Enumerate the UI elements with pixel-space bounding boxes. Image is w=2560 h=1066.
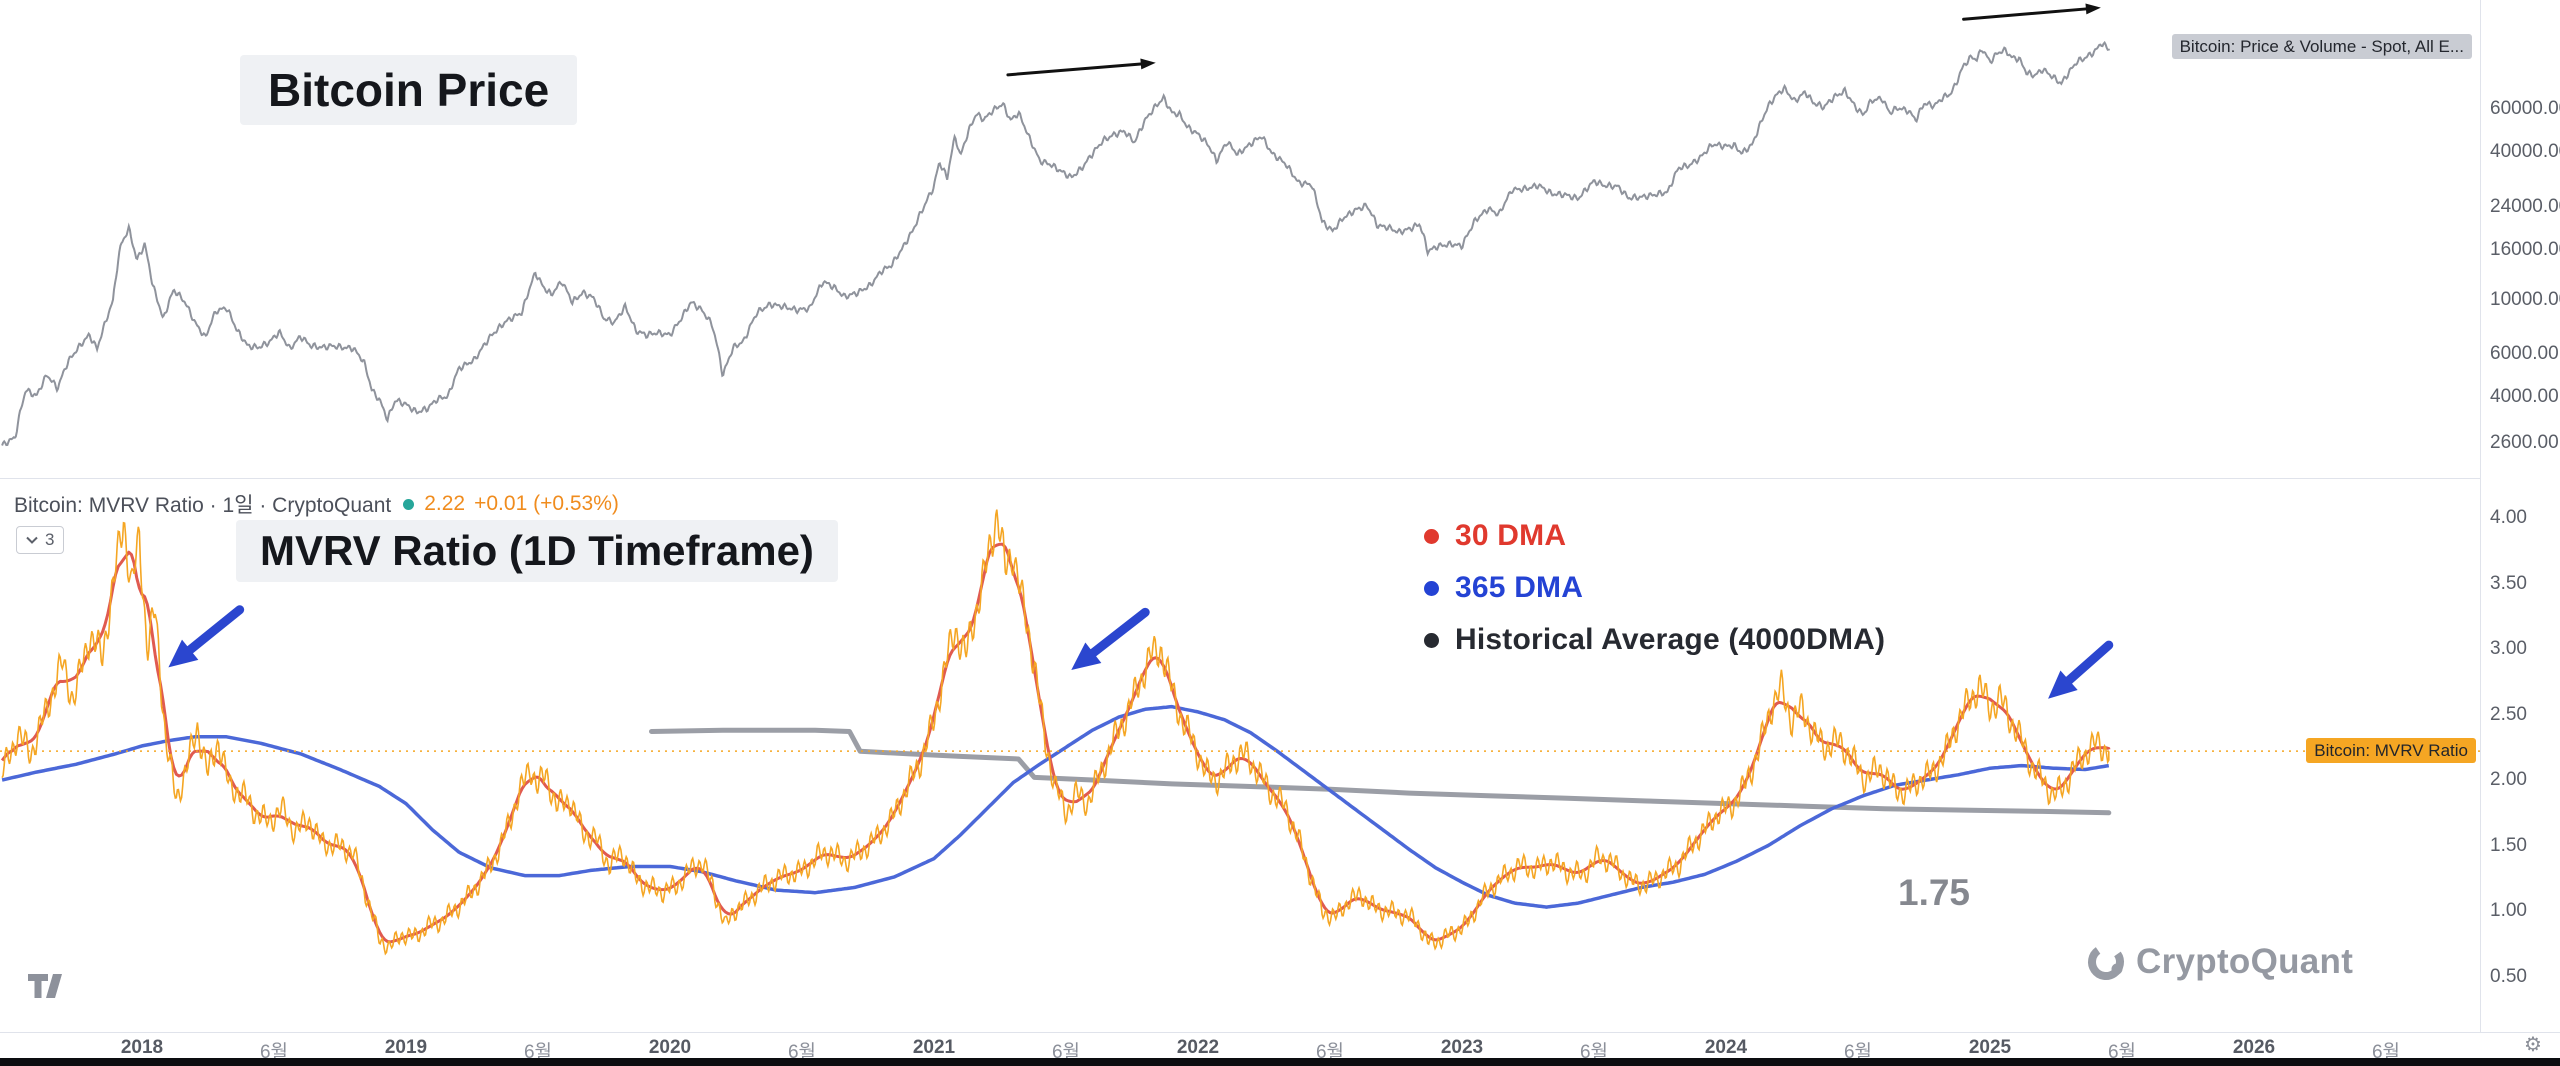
blue-arrow	[2048, 670, 2078, 699]
time-tick-label: 2026	[2232, 1037, 2276, 1058]
legend-dot-icon	[1424, 632, 1439, 648]
price-axis-border	[2480, 0, 2481, 1032]
window-bottom-bar	[0, 1058, 2560, 1066]
time-tick-label: 2019	[384, 1037, 428, 1058]
time-tick-label: 2022	[1176, 1037, 1220, 1058]
blue-arrow	[1088, 607, 1150, 658]
status-dot-icon	[403, 498, 415, 510]
btc-price-line	[1, 40, 2110, 447]
price-tick-label: 4000.00	[2490, 386, 2559, 408]
black-arrow	[2085, 3, 2101, 15]
time-tick-label: 6월	[2371, 1042, 2401, 1063]
blue-arrow	[1071, 642, 1102, 670]
price-tick-label: 10000.00	[2490, 289, 2560, 310]
mvrv-line	[1, 509, 2110, 956]
time-tick-label: 2025	[1968, 1037, 2012, 1058]
mvrv-pane-header[interactable]: Bitcoin: MVRV Ratio · 1일 · CryptoQuant 2…	[14, 489, 628, 519]
time-tick-label: 6월	[523, 1042, 553, 1063]
mvrv-header-change: +0.01 (+0.53%)	[474, 492, 619, 515]
cryptoquant-logo-icon	[2088, 944, 2124, 980]
time-tick-label: 2021	[912, 1037, 956, 1058]
time-tick-label: 2024	[1704, 1037, 1748, 1058]
time-tick-label: 6월	[2107, 1042, 2137, 1063]
indicator-collapse-button[interactable]: 3	[16, 526, 65, 554]
legend-item: 365 DMA	[1424, 562, 1885, 614]
mvrv-tick-label: 2.50	[2490, 703, 2527, 725]
legend-dot-icon	[1424, 580, 1439, 596]
time-tick-label: 2020	[648, 1037, 692, 1058]
pane-divider[interactable]	[0, 478, 2560, 479]
bitcoin-price-title: Bitcoin Price	[240, 55, 578, 125]
legend-item: Historical Average (4000DMA)	[1424, 614, 1885, 666]
black-arrow	[1006, 62, 1143, 77]
legend-label: 30 DMA	[1455, 519, 1567, 552]
time-tick-label: 2023	[1440, 1037, 1484, 1058]
mvrv-tick-label: 1.50	[2490, 834, 2527, 856]
price-tick-label: 2600.00	[2490, 432, 2559, 454]
price-tick-label: 16000.00	[2490, 238, 2560, 260]
cryptoquant-watermark: CryptoQuant	[2086, 942, 2353, 982]
legend-item: 30 DMA	[1424, 510, 1885, 562]
time-tick-label: 6월	[787, 1042, 817, 1063]
blue-arrow	[168, 639, 199, 668]
chart-canvas[interactable]	[0, 0, 2560, 1032]
time-tick-label: 6월	[259, 1042, 289, 1063]
price-tick-label: 40000.00	[2490, 141, 2560, 163]
legend-dot-icon	[1424, 528, 1439, 544]
mvrv-symbol-label: Bitcoin: MVRV Ratio · 1일 · CryptoQuant	[14, 494, 392, 517]
mvrv-title: MVRV Ratio (1D Timeframe)	[236, 520, 838, 582]
mvrv-tick-label: 3.50	[2490, 572, 2527, 594]
legend-label: 365 DMA	[1455, 571, 1584, 604]
mvrv-tick-label: 2.00	[2490, 769, 2527, 790]
black-arrow	[1140, 58, 1156, 70]
mvrv-tick-label: 1.00	[2490, 900, 2527, 921]
blue-arrow	[2064, 640, 2114, 685]
gear-icon[interactable]: ⚙	[2524, 1034, 2542, 1056]
mvrv-tick-label: 4.00	[2490, 507, 2527, 528]
price-tick-label: 60000.00	[2490, 98, 2560, 120]
historical-average-level-label: 1.75	[1898, 872, 1971, 913]
legend-label: Historical Average (4000DMA)	[1455, 623, 1886, 656]
mvrv-tick-label: 3.00	[2490, 638, 2527, 659]
indicator-count: 3	[45, 530, 55, 549]
black-arrow	[1962, 7, 2088, 21]
time-tick-label: 6월	[1051, 1042, 1081, 1063]
time-tick-label: 2018	[120, 1037, 164, 1058]
mvrv-365dma-line	[1, 704, 2110, 909]
time-tick-label: 6월	[1315, 1042, 1345, 1063]
tradingview-logo-icon[interactable]	[26, 968, 70, 1011]
mvrv-4000dma-line	[649, 727, 2112, 816]
btc-series-chip[interactable]: Bitcoin: Price & Volume - Spot, All E...	[2171, 34, 2472, 59]
mvrv-series-chip[interactable]: Bitcoin: MVRV Ratio	[2306, 738, 2476, 763]
mvrv-header-value: 2.22	[424, 492, 466, 515]
price-tick-label: 24000.00	[2490, 195, 2560, 217]
mvrv-tick-label: 0.50	[2490, 965, 2527, 987]
time-tick-label: 6월	[1579, 1042, 1609, 1063]
price-tick-label: 6000.00	[2490, 343, 2559, 365]
cryptoquant-wordmark: CryptoQuant	[2136, 942, 2354, 981]
chevron-down-icon	[26, 536, 38, 544]
legend: 30 DMA 365 DMA Historical Average (4000DMA…	[1424, 510, 1885, 666]
time-tick-label: 6월	[1843, 1042, 1873, 1063]
time-axis[interactable]: 2018 6월 2019 6월 2020 6월 2021 6월 2022 6월 2023 6월 2024…	[0, 1032, 2560, 1063]
blue-arrow	[185, 605, 245, 655]
price-axis[interactable]: 60000.00 40000.00 24000.00 16000.00 10000.00…	[2481, 0, 2560, 1032]
